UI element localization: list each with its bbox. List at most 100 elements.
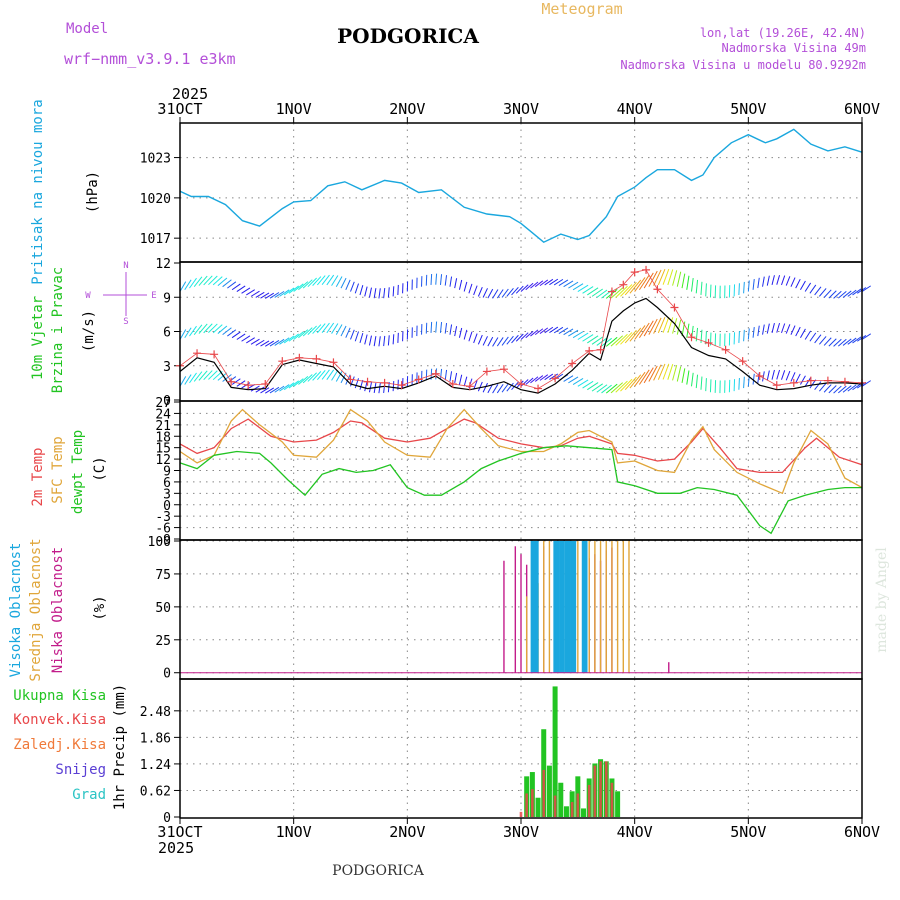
precip-bar-conv bbox=[519, 811, 523, 817]
wind-gust-marker bbox=[329, 358, 338, 367]
wind-gust-marker bbox=[517, 380, 525, 389]
wind-arrow bbox=[738, 377, 740, 390]
wind-gust-marker bbox=[465, 382, 474, 391]
wind-arrow bbox=[833, 338, 842, 347]
wind-gust-marker bbox=[534, 384, 543, 393]
wind-arrow bbox=[747, 280, 750, 292]
wind-arrow bbox=[842, 338, 852, 346]
wind-arrow bbox=[610, 382, 624, 394]
wind-arrow bbox=[492, 289, 499, 299]
xtick-label-bottom: 2NOV bbox=[389, 823, 425, 841]
wind-arrow bbox=[189, 325, 197, 337]
wind-arrow bbox=[430, 321, 433, 333]
wind-arrow bbox=[643, 272, 654, 289]
wind-arrow bbox=[667, 269, 674, 286]
wind-gust-marker bbox=[499, 365, 508, 374]
wind-arrow bbox=[804, 377, 812, 387]
xtick-label-bottom: 3NOV bbox=[503, 823, 539, 841]
wind-arrow bbox=[496, 289, 504, 299]
wind-arrow bbox=[629, 327, 642, 342]
wind-arrow bbox=[700, 376, 703, 390]
wind-arrow bbox=[615, 333, 628, 346]
precip-bar-total bbox=[615, 791, 621, 817]
wind-arrow bbox=[525, 377, 534, 385]
wind-arrow bbox=[743, 281, 745, 294]
wind-arrow bbox=[757, 372, 760, 383]
wind-arrow bbox=[302, 327, 313, 337]
wind-arrow bbox=[241, 335, 251, 342]
wind-arrow bbox=[596, 289, 608, 298]
wind-arrow bbox=[752, 279, 755, 290]
wind-arrow bbox=[795, 326, 801, 337]
wind-arrow bbox=[558, 327, 569, 334]
wind-arrow bbox=[288, 333, 300, 342]
precip-ytick-label: 0.62 bbox=[140, 784, 171, 799]
precip-legend-total: Ukupna Kisa bbox=[13, 688, 106, 704]
compass-n: N bbox=[123, 261, 128, 271]
wind-arrow bbox=[587, 335, 599, 344]
wind-arrow bbox=[368, 287, 372, 298]
wind-arrow bbox=[643, 320, 654, 337]
precip-bar-conv bbox=[604, 761, 608, 817]
wind-arrow bbox=[799, 280, 806, 291]
wind-arrow bbox=[766, 323, 770, 334]
wind-arrow bbox=[331, 323, 339, 334]
wind-arrow bbox=[691, 372, 694, 387]
precip-ytick-label: 1.24 bbox=[140, 758, 171, 773]
wind-arrow bbox=[463, 329, 468, 340]
wind-arrow bbox=[648, 318, 658, 335]
wind-arrow bbox=[260, 387, 270, 394]
wind-arrow bbox=[482, 336, 488, 346]
wind-arrow bbox=[487, 288, 494, 299]
wind-arrow bbox=[298, 376, 309, 385]
wind-arrow bbox=[520, 284, 529, 292]
wind-arrow bbox=[553, 326, 564, 334]
wind-arrow bbox=[686, 370, 690, 385]
pressure-ytick-label: 1017 bbox=[140, 232, 171, 247]
wind-gust-marker bbox=[448, 380, 457, 389]
model-name: wrf−nmm_v3.9.1 e3km bbox=[64, 50, 236, 68]
wind-arrow bbox=[222, 374, 232, 382]
wind-arrow bbox=[307, 277, 317, 288]
wind-arrow bbox=[563, 280, 574, 288]
wind-arrow bbox=[629, 279, 642, 294]
wind-arrow bbox=[312, 371, 322, 381]
wind-arrow bbox=[354, 331, 360, 342]
wind-arrow bbox=[776, 275, 781, 285]
wind-arrow bbox=[657, 316, 666, 334]
wind-arrow bbox=[828, 338, 837, 347]
wind-arrow bbox=[359, 333, 364, 344]
wind-arrow bbox=[473, 333, 478, 344]
wind-arrow bbox=[501, 336, 509, 346]
temperature-ytick-label: -9 bbox=[155, 533, 171, 548]
temperature-ytick-label: 9 bbox=[163, 465, 171, 480]
wind-arrow bbox=[312, 324, 322, 334]
wind-arrow bbox=[279, 337, 290, 345]
xtick-label-top: 2NOV bbox=[389, 100, 425, 118]
wind-arrow bbox=[506, 335, 514, 345]
wind-arrow bbox=[705, 283, 707, 297]
wind-arrow bbox=[189, 277, 197, 289]
wind-arrow bbox=[648, 270, 658, 287]
wind-arrow bbox=[288, 285, 300, 294]
wind-arrow bbox=[454, 278, 458, 289]
temperature-ytick-label: 12 bbox=[155, 453, 171, 468]
wind-arrow bbox=[383, 335, 386, 347]
wind-arrow bbox=[620, 332, 633, 345]
model-elevation-label: Nadmorska Visina u modelu 80.9292m bbox=[620, 58, 866, 72]
wind-arrow bbox=[525, 330, 534, 339]
wind-arrow bbox=[312, 276, 322, 286]
pressure-unit: (hPa) bbox=[85, 171, 101, 213]
wind-gust-marker bbox=[789, 378, 798, 387]
temperature-ytick-label: 21 bbox=[155, 419, 171, 434]
wind-arrow bbox=[515, 285, 524, 294]
wind-arrow bbox=[511, 286, 519, 296]
wind-arrow bbox=[837, 290, 847, 299]
precip-legend-graupel: Grad bbox=[72, 787, 106, 803]
wind-arrow bbox=[610, 335, 624, 347]
wind-arrow bbox=[378, 288, 381, 299]
model-label: Model bbox=[66, 21, 108, 37]
wind-arrow bbox=[776, 323, 781, 333]
wind-arrow bbox=[591, 288, 603, 297]
wind-arrow bbox=[316, 370, 326, 381]
